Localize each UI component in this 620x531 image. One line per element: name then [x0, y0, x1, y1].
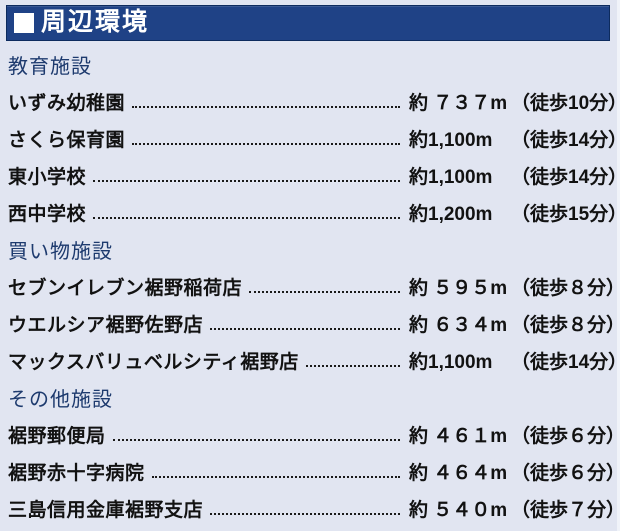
- facility-value: 約1,200m （徒歩15分）: [409, 199, 620, 226]
- distance-value: 約 ５９５m: [409, 278, 508, 299]
- facility-value: 約1,100m （徒歩14分）: [409, 125, 620, 152]
- walk-time: （徒歩14分）: [511, 352, 620, 373]
- dotted-leader: [151, 466, 400, 478]
- walk-time: （徒歩14分）: [511, 167, 620, 188]
- distance-value: 約 ５４０m: [409, 500, 508, 521]
- facility-value: 約 ４６４m （徒歩６分）: [409, 458, 620, 485]
- facility-name: 東小学校: [8, 167, 87, 188]
- facility-value: 約 ５９５m （徒歩８分）: [409, 273, 620, 300]
- facility-name: さくら保育園: [8, 130, 126, 151]
- section-heading-label: その他施設: [8, 389, 113, 411]
- dotted-leader: [93, 207, 400, 219]
- facility-row: 裾野郵便局 約 ４６１m （徒歩６分）: [8, 416, 620, 453]
- facility-value: 約 ４６１m （徒歩６分）: [409, 421, 620, 448]
- walk-time: （徒歩６分）: [511, 426, 620, 447]
- dotted-leader: [112, 429, 400, 441]
- distance-value: 約 ６３４m: [409, 315, 508, 336]
- facility-value: 約1,100m （徒歩14分）: [409, 347, 620, 374]
- section-title-bar: 周辺環境: [6, 5, 610, 41]
- facility-name: 裾野赤十字病院: [8, 463, 145, 484]
- square-bullet-icon: [14, 13, 34, 33]
- distance-value: 約1,100m: [409, 352, 493, 373]
- distance-value: 約 ７３７m: [409, 93, 508, 114]
- dotted-leader: [132, 96, 400, 108]
- walk-time: （徒歩10分）: [511, 93, 620, 114]
- section-heading-education: 教育施設: [8, 46, 610, 83]
- dotted-leader: [210, 318, 400, 330]
- facility-row: ウエルシア裾野佐野店 約 ６３４m （徒歩８分）: [8, 305, 620, 342]
- facility-row: 東小学校 約1,100m （徒歩14分）: [8, 157, 620, 194]
- facility-row: セブンイレブン裾野稲荷店 約 ５９５m （徒歩８分）: [8, 268, 620, 305]
- facility-name: ウエルシア裾野佐野店: [8, 315, 204, 336]
- walk-time: （徒歩15分）: [511, 204, 620, 225]
- facility-row: 西中学校 約1,200m （徒歩15分）: [8, 194, 620, 231]
- facility-row: 三島信用金庫裾野支店 約 ５４０m （徒歩７分）: [8, 490, 620, 527]
- walk-time: （徒歩６分）: [511, 463, 620, 484]
- walk-time: （徒歩８分）: [511, 315, 620, 336]
- distance-value: 約1,100m: [409, 130, 493, 151]
- facility-name: 裾野郵便局: [8, 426, 106, 447]
- walk-time: （徒歩８分）: [511, 278, 620, 299]
- walk-time: （徒歩７分）: [511, 500, 620, 521]
- dotted-leader: [210, 503, 400, 515]
- distance-value: 約 ４６１m: [409, 426, 508, 447]
- facility-list: 教育施設 いずみ幼稚園 約 ７３７m （徒歩10分） さくら保育園 約1,100…: [8, 46, 620, 527]
- facility-value: 約1,100m （徒歩14分）: [409, 162, 620, 189]
- distance-value: 約1,100m: [409, 167, 493, 188]
- distance-value: 約 ４６４m: [409, 463, 508, 484]
- facility-name: セブンイレブン裾野稲荷店: [8, 278, 243, 299]
- section-heading-label: 教育施設: [8, 56, 92, 78]
- section-heading-shopping: 買い物施設: [8, 231, 610, 268]
- facility-row: いずみ幼稚園 約 ７３７m （徒歩10分）: [8, 83, 620, 120]
- section-heading-label: 買い物施設: [8, 241, 113, 263]
- facility-name: 三島信用金庫裾野支店: [8, 500, 204, 521]
- dotted-leader: [132, 133, 400, 145]
- facility-name: いずみ幼稚園: [8, 93, 126, 114]
- distance-value: 約1,200m: [409, 204, 493, 225]
- page-title: 周辺環境: [41, 8, 150, 36]
- facility-row: さくら保育園 約1,100m （徒歩14分）: [8, 120, 620, 157]
- facility-row: 裾野赤十字病院 約 ４６４m （徒歩６分）: [8, 453, 620, 490]
- facility-name: 西中学校: [8, 204, 87, 225]
- dotted-leader: [93, 170, 400, 182]
- facility-value: 約 ６３４m （徒歩８分）: [409, 310, 620, 337]
- dotted-leader: [249, 281, 400, 293]
- facility-row: マックスバリュベルシティ裾野店 約1,100m （徒歩14分）: [8, 342, 620, 379]
- facility-value: 約 ７３７m （徒歩10分）: [409, 88, 620, 115]
- dotted-leader: [305, 355, 400, 367]
- facility-name: マックスバリュベルシティ裾野店: [8, 352, 299, 373]
- section-heading-other: その他施設: [8, 379, 610, 416]
- walk-time: （徒歩14分）: [511, 130, 620, 151]
- facility-value: 約 ５４０m （徒歩７分）: [409, 495, 620, 522]
